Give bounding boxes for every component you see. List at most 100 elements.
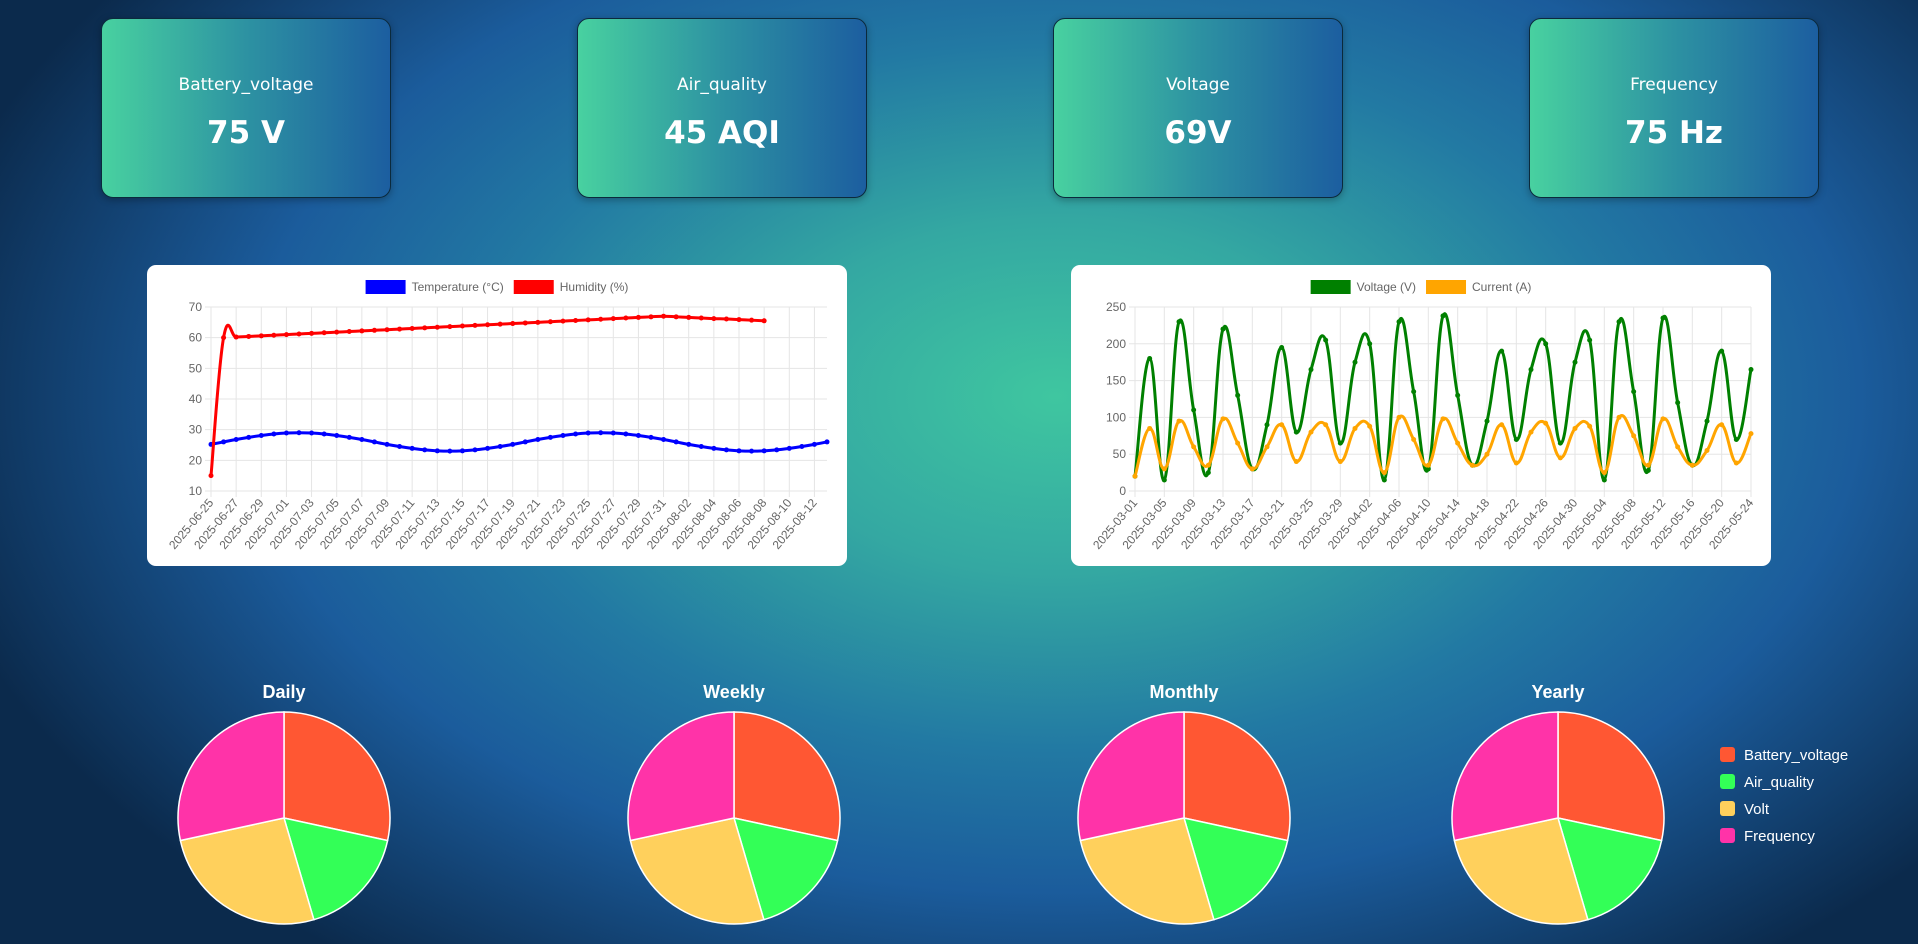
y-tick-label: 100	[1106, 410, 1126, 424]
data-point	[1235, 440, 1241, 446]
data-point	[1557, 440, 1563, 446]
legend-label: Frequency	[1744, 828, 1815, 845]
data-point	[1455, 392, 1461, 398]
data-point	[698, 444, 704, 450]
data-point	[610, 430, 616, 436]
pie-slice	[1183, 711, 1291, 842]
data-point	[761, 318, 767, 324]
card-value: 75 V	[207, 115, 285, 151]
series-line	[210, 431, 828, 453]
data-point	[208, 473, 214, 479]
y-tick-label: 250	[1106, 300, 1126, 314]
data-point	[1323, 422, 1329, 428]
data-point	[560, 432, 566, 438]
data-point	[623, 315, 629, 321]
data-point	[1220, 326, 1226, 332]
legend-label: Voltage (V)	[1357, 280, 1416, 294]
data-point	[749, 317, 755, 323]
data-point	[686, 441, 692, 447]
data-point	[648, 314, 654, 320]
data-point	[1616, 319, 1622, 325]
data-point	[1176, 418, 1182, 424]
data-point	[535, 319, 541, 325]
pie-slice	[629, 817, 765, 925]
data-point	[1205, 470, 1211, 476]
data-point	[711, 316, 717, 322]
data-point	[409, 445, 415, 451]
data-point	[824, 439, 830, 445]
data-point	[447, 324, 453, 330]
data-point	[422, 447, 428, 453]
data-point	[1631, 389, 1637, 395]
data-point	[485, 322, 491, 328]
data-point	[1499, 348, 1505, 354]
y-tick-label: 70	[189, 300, 203, 314]
data-point	[761, 448, 767, 454]
data-point	[371, 439, 377, 445]
data-point	[1513, 460, 1519, 466]
data-point	[1411, 389, 1417, 395]
data-point	[1719, 422, 1725, 428]
data-point	[1235, 392, 1241, 398]
series-line	[1133, 414, 1753, 477]
legend-swatch	[1720, 828, 1735, 843]
card-title: Battery_voltage	[178, 75, 314, 95]
data-point	[1601, 470, 1607, 476]
pie-slice	[177, 711, 285, 842]
data-point	[1587, 337, 1593, 343]
data-point	[1543, 341, 1549, 347]
data-point	[1616, 414, 1622, 420]
data-point	[585, 430, 591, 436]
data-point	[459, 323, 465, 329]
card-value: 45 AQI	[664, 115, 780, 151]
data-point	[1425, 466, 1431, 472]
data-point	[258, 333, 264, 339]
data-point	[1748, 431, 1754, 437]
data-point	[472, 322, 478, 328]
data-point	[673, 314, 679, 320]
data-point	[1587, 423, 1593, 429]
data-point	[749, 448, 755, 454]
data-point	[723, 447, 729, 453]
data-point	[698, 315, 704, 321]
data-point	[673, 439, 679, 445]
data-point	[1191, 444, 1197, 450]
series-line	[1133, 312, 1753, 482]
pie-slice	[1077, 711, 1185, 842]
data-point	[510, 321, 516, 327]
data-point	[1440, 416, 1446, 422]
line-chart: 0501001502002502025-03-012025-03-052025-…	[1090, 280, 1757, 552]
y-tick-label: 150	[1106, 374, 1126, 388]
legend-swatch	[365, 280, 406, 294]
data-point	[1191, 407, 1197, 413]
data-point	[1675, 444, 1681, 450]
data-point	[1293, 429, 1299, 435]
data-point	[422, 325, 428, 331]
data-point	[1132, 473, 1138, 479]
data-point	[497, 321, 503, 327]
data-point	[598, 316, 604, 322]
pie-slice	[1556, 816, 1663, 921]
data-point	[1631, 433, 1637, 439]
y-tick-label: 200	[1106, 337, 1126, 351]
data-point	[1352, 359, 1358, 365]
data-point	[485, 445, 491, 451]
legend-swatch	[1720, 774, 1735, 789]
data-point	[535, 436, 541, 442]
data-point	[246, 434, 252, 440]
data-point	[1264, 422, 1270, 428]
data-point	[397, 444, 403, 450]
data-point	[1396, 414, 1402, 420]
data-point	[547, 319, 553, 325]
data-point	[334, 432, 340, 438]
pie-title: Weekly	[703, 682, 765, 702]
data-point	[384, 441, 390, 447]
data-point	[359, 436, 365, 442]
chart-panel: 0 50 100 150 200 250 2025-03-01 2025-03-05 2025-…	[1071, 265, 1771, 566]
data-point	[1161, 466, 1167, 472]
pie-slice	[1557, 711, 1665, 842]
card: Air_quality 45 AQI	[577, 18, 867, 198]
data-point	[1645, 462, 1651, 468]
data-point	[1557, 455, 1563, 461]
